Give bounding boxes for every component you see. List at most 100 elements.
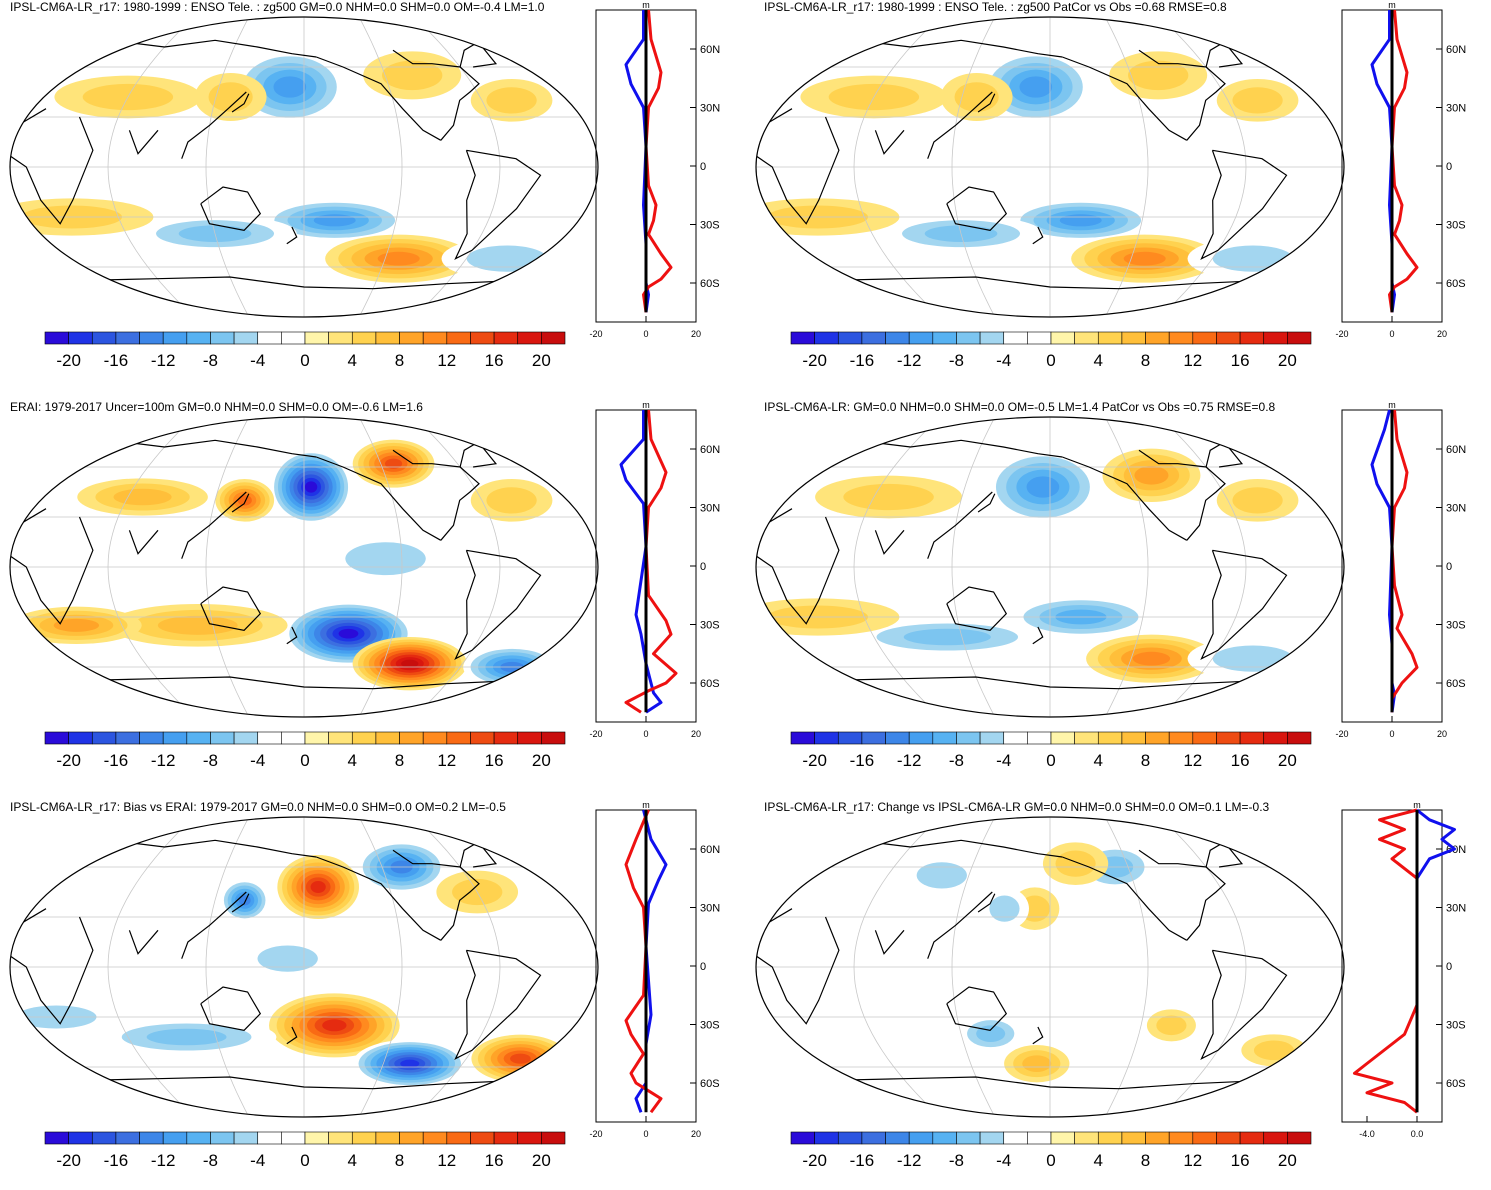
coastline — [946, 586, 1008, 631]
colorbar-cell — [281, 731, 306, 745]
colorbar-cell — [1168, 331, 1194, 345]
latitude-label: 30N — [1446, 503, 1466, 515]
colorbar-label: -4 — [250, 751, 265, 770]
colorbar-cell — [44, 331, 69, 345]
colorbar-label: 0 — [1046, 751, 1055, 770]
colorbar-cell — [1074, 1131, 1099, 1145]
colorbar-label: 12 — [437, 351, 456, 370]
colorbar-label: -4 — [250, 351, 265, 370]
anomaly-blob — [1042, 842, 1109, 885]
colorbar-cell — [139, 331, 164, 345]
colorbar-cell — [1192, 1131, 1217, 1145]
map-chart: -20 -16 -12 -8 -4 0 4 8 12 16 20 m 60N 30N 0 30S 60S -20 0… — [755, 400, 1466, 770]
profile-unit: m — [1388, 400, 1396, 410]
anomaly-blob — [261, 199, 409, 242]
colorbar-cell — [375, 1131, 400, 1145]
coastline — [454, 549, 542, 661]
anomaly-blob — [1187, 637, 1319, 680]
latitude-label: 30S — [1446, 620, 1466, 632]
latitude-label: 30S — [700, 1020, 720, 1032]
colorbar-cell — [1216, 731, 1241, 745]
colorbar-label: 8 — [395, 351, 404, 370]
coastline — [832, 276, 1268, 290]
colorbar-cell — [115, 331, 140, 345]
colorbar-cell — [493, 331, 519, 345]
coastlines — [10, 39, 542, 290]
map-frame — [755, 816, 1345, 1118]
colorbar-cell — [91, 1131, 117, 1145]
coastline — [200, 586, 262, 631]
colorbar-label: -16 — [104, 751, 129, 770]
coastline — [1062, 856, 1188, 941]
colorbar-cell — [186, 1131, 211, 1145]
colorbar-cell — [115, 731, 140, 745]
graticule — [10, 17, 598, 317]
profile-xtick-label: -20 — [589, 329, 602, 339]
colorbar-cell — [814, 331, 839, 345]
profile-xtick-label: -4.0 — [1359, 1129, 1375, 1139]
coastline — [200, 186, 262, 231]
colorbar-cell — [979, 731, 1005, 745]
anomaly-blob — [849, 618, 1046, 656]
latitude-label: 0 — [1446, 961, 1452, 973]
colorbar-cell — [885, 331, 910, 345]
coastline — [874, 529, 905, 555]
colorbar-cell — [1216, 331, 1241, 345]
colorbar-label: 16 — [485, 751, 504, 770]
colorbar-cell — [908, 731, 934, 745]
colorbar-label: -12 — [897, 751, 922, 770]
colorbar-label: -8 — [203, 751, 218, 770]
colorbar-label: -4 — [996, 751, 1011, 770]
anomaly-blob — [940, 73, 1013, 121]
colorbar-cell — [1263, 731, 1288, 745]
coastlines — [10, 439, 542, 690]
colorbar-cell — [837, 331, 863, 345]
profile-xtick-label: 20 — [1437, 729, 1447, 739]
colorbar-cell — [281, 1131, 306, 1145]
latitude-label: 0 — [1446, 161, 1452, 173]
colorbar-cell — [908, 331, 934, 345]
latitude-label: 30S — [1446, 1020, 1466, 1032]
colorbar-label: 8 — [1141, 1151, 1150, 1170]
colorbar-label: 8 — [395, 751, 404, 770]
colorbar-label: 20 — [532, 351, 551, 370]
coastline — [286, 226, 298, 245]
colorbar-cell — [186, 331, 211, 345]
map-chart: -20 -16 -12 -8 -4 0 4 8 12 16 20 m 60N 30N 0 30S 60S -20 0… — [9, 400, 720, 770]
colorbar-label: -4 — [996, 1151, 1011, 1170]
colorbar-cell — [162, 1131, 188, 1145]
latitude-label: 0 — [700, 161, 706, 173]
anomaly-blob — [269, 993, 400, 1058]
colorbar-cell — [422, 731, 448, 745]
colorbar-label: 4 — [348, 1151, 357, 1170]
coastline — [927, 91, 993, 159]
colorbar-cell — [210, 1131, 235, 1145]
latitude-label: 60N — [700, 44, 720, 56]
panel-1: IPSL-CM6A-LR_r17: 1980-1999 : ENSO Tele.… — [0, 0, 745, 390]
colorbar-cell — [210, 331, 235, 345]
colorbar-cell — [1192, 731, 1217, 745]
colorbar-cell — [1192, 331, 1217, 345]
latitude-label: 60S — [1446, 678, 1466, 690]
coastline — [946, 986, 1008, 1031]
coastline — [128, 529, 159, 555]
anomaly-blob — [1241, 1034, 1307, 1067]
colorbar-cell — [351, 331, 377, 345]
colorbar-cell — [956, 331, 981, 345]
colorbar-cell — [956, 1131, 981, 1145]
profile-series-red — [1388, 9, 1419, 313]
coastline — [454, 149, 542, 261]
colorbar-label: 0 — [1046, 1151, 1055, 1170]
panel-6: IPSL-CM6A-LR_r17: Change vs IPSL-CM6A-LR… — [746, 800, 1491, 1190]
coastline — [231, 493, 250, 513]
colorbar-cell — [1263, 331, 1288, 345]
colorbar-cell — [1003, 731, 1028, 745]
colorbar-label: 12 — [1183, 351, 1202, 370]
colorbar: -20 -16 -12 -8 -4 0 4 8 12 16 20 — [790, 1131, 1312, 1170]
colorbar-cell — [91, 331, 117, 345]
latitude-label: 30S — [700, 220, 720, 232]
colorbar-label: -20 — [802, 1151, 827, 1170]
coastline — [1138, 449, 1226, 541]
coastline — [832, 1076, 1268, 1090]
colorbar-label: -20 — [802, 751, 827, 770]
